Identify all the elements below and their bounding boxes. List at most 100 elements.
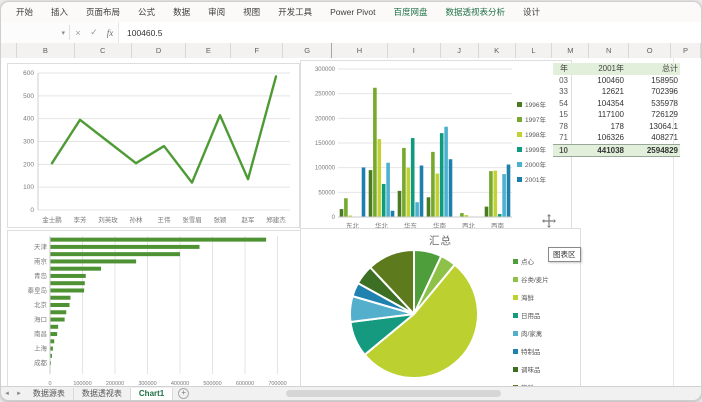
column-header-P[interactable]: P [671,43,701,58]
legend-label: 特制品 [521,346,541,356]
svg-text:150000: 150000 [315,141,336,147]
svg-text:郑建杰: 郑建杰 [266,215,286,224]
column-header-M[interactable]: M [552,43,589,58]
legend-label: 2001年 [525,174,546,184]
column-header-O[interactable]: O [629,43,671,58]
legend-swatch-icon [513,367,518,372]
svg-text:王伟: 王伟 [158,215,172,224]
svg-text:100000: 100000 [315,166,336,172]
legend-swatch-icon [513,349,518,354]
legend-swatch-icon [517,102,522,107]
legend-item: 1999年 [517,144,546,154]
column-header-K[interactable]: K [479,43,516,58]
sheet-nav-forward-icon[interactable]: ► [13,391,25,397]
sheet-tab-1[interactable]: 数据透视表 [74,388,131,400]
ribbon-tab-7[interactable]: 开发工具 [269,2,321,22]
column-header-B[interactable]: B [17,43,75,58]
svg-text:赵军: 赵军 [242,215,256,224]
legend-item: 特制品 [513,346,549,356]
svg-text:50000: 50000 [318,190,335,196]
column-header-G[interactable]: G [283,43,332,58]
legend-label: 1998年 [525,129,546,139]
svg-text:400: 400 [23,116,34,123]
column-header-N[interactable]: N [589,43,629,58]
legend-swatch-icon [513,331,518,336]
move-cursor-icon [542,214,556,228]
svg-text:金士鹏: 金士鹏 [42,215,62,224]
legend-item: 点心 [513,256,549,266]
svg-text:海口: 海口 [34,315,47,324]
svg-text:秦皇岛: 秦皇岛 [28,285,48,294]
legend-item: 谷类/麦片 [513,274,549,284]
ribbon-tab-6[interactable]: 视图 [234,2,269,22]
legend-label: 1999年 [525,144,546,154]
legend-item: 海鲜 [513,292,549,302]
name-box[interactable]: ▾ [7,25,70,40]
svg-text:0: 0 [30,207,34,214]
ribbon-tab-0[interactable]: 开始 [7,2,42,22]
formula-input[interactable]: 100460.5 [118,22,701,43]
column-header-C[interactable]: C [75,43,132,58]
legend-label: 肉/家禽 [521,328,542,338]
ribbon-tab-1[interactable]: 插入 [42,2,77,22]
horizontal-scrollbar-thumb[interactable] [286,390,501,397]
legend-label: 日用品 [521,310,541,320]
svg-text:100: 100 [23,184,34,191]
svg-text:300000: 300000 [315,67,336,73]
svg-text:成都: 成都 [34,358,48,367]
ribbon-tab-11[interactable]: 设计 [514,2,549,22]
ribbon-tab-8[interactable]: Power Pivot [321,2,384,22]
column-header-A[interactable] [1,43,17,58]
svg-text:孙林: 孙林 [130,215,144,224]
column-header-J[interactable]: J [441,43,479,58]
legend-swatch-icon [517,162,522,167]
legend-item: 1997年 [517,114,546,124]
ribbon-tab-3[interactable]: 公式 [129,2,164,22]
legend-label: 调味品 [521,364,541,374]
legend-item: 2000年 [517,159,546,169]
column-header-E[interactable]: E [186,43,231,58]
svg-text:张雪眉: 张雪眉 [182,215,202,224]
namebox-caret-icon: ▾ [61,29,65,37]
sheet-tab-2[interactable]: Chart1 [131,388,173,400]
ribbon-tab-4[interactable]: 数据 [164,2,199,22]
cancel-icon[interactable]: × [70,28,86,38]
ribbon-tab-10[interactable]: 数据透视表分析 [437,2,515,22]
ribbon-tab-5[interactable]: 审阅 [199,2,234,22]
sheet-nav-back-icon[interactable]: ◄ [1,391,13,397]
enter-icon[interactable]: ✓ [86,27,102,38]
svg-text:300: 300 [23,139,34,146]
legend-swatch-icon [517,117,522,122]
svg-text:北京: 北京 [34,300,48,309]
svg-text:青岛: 青岛 [34,271,47,280]
insert-function-icon[interactable]: fx [102,28,118,38]
column-header-H[interactable]: H [332,43,388,58]
column-header-F[interactable]: F [231,43,283,58]
legend-swatch-icon [517,177,522,182]
ribbon-tab-2[interactable]: 页面布局 [77,2,129,22]
ribbon-tab-9[interactable]: 百度网盘 [384,2,436,22]
add-sheet-button[interactable]: + [178,388,189,399]
legend-swatch-icon [517,147,522,152]
legend-item: 1998年 [517,129,546,139]
sheet-tab-0[interactable]: 数据源表 [25,388,74,400]
legend-item: 肉/家禽 [513,328,549,338]
column-header-I[interactable]: I [388,43,441,58]
legend-label: 点心 [521,256,534,266]
legend-swatch-icon [513,259,518,264]
legend-swatch-icon [517,132,522,137]
column-header-L[interactable]: L [516,43,553,58]
column-header-D[interactable]: D [132,43,187,58]
legend-label: 海鲜 [521,292,534,302]
